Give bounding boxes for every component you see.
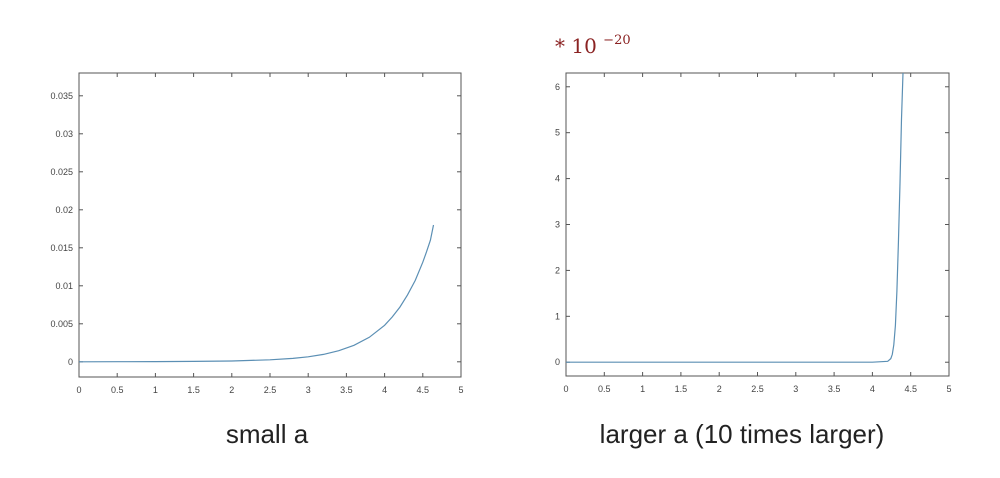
x-tick-label: 2 <box>717 384 722 394</box>
plot-area-frame <box>565 72 950 377</box>
y-tick-label: 1 <box>555 311 560 321</box>
x-tick-label: 3.5 <box>340 385 353 395</box>
y-tick-label: 0 <box>68 357 73 367</box>
x-tick-label: 1.5 <box>187 385 200 395</box>
x-tick-label: 3 <box>306 385 311 395</box>
chart-caption-larger-a: larger a (10 times larger) <box>600 419 885 449</box>
x-tick-label: 0 <box>76 385 81 395</box>
y-tick-label: 5 <box>555 128 560 138</box>
y-tick-label: 0.02 <box>55 205 73 215</box>
y-tick-label: 0.015 <box>50 243 73 253</box>
series-line <box>79 224 435 363</box>
y-tick-label: 4 <box>555 174 560 184</box>
y-tick-label: 0.025 <box>50 167 73 177</box>
x-tick-label: 5 <box>946 384 951 394</box>
y-axis-multiplier-exponent: −20 <box>603 33 630 48</box>
y-axis-multiplier: * 10 −20 <box>555 33 631 58</box>
x-tick-label: 2.5 <box>751 384 764 394</box>
y-tick-label: 0.03 <box>55 129 73 139</box>
x-tick-label: 4.5 <box>904 384 917 394</box>
x-tick-label: 0.5 <box>598 384 611 394</box>
series-line <box>566 73 904 363</box>
y-axis-multiplier-base: * 10 <box>555 34 597 58</box>
x-tick-label: 1 <box>153 385 158 395</box>
x-tick-label: 4 <box>870 384 875 394</box>
x-tick-label: 3 <box>793 384 798 394</box>
y-tick-label: 0.035 <box>50 91 73 101</box>
y-tick-label: 3 <box>555 220 560 230</box>
plot-area-frame <box>78 72 462 378</box>
x-tick-label: 0.5 <box>111 385 124 395</box>
x-tick-label: 0 <box>563 384 568 394</box>
y-tick-label: 0.005 <box>50 319 73 329</box>
x-tick-label: 2 <box>229 385 234 395</box>
chart-caption-small-a: small a <box>226 419 309 449</box>
x-tick-label: 4 <box>382 385 387 395</box>
y-tick-label: 0 <box>555 357 560 367</box>
chart-panel-larger-a: larger a (10 times larger) * 10 −20 0 0.5… <box>555 33 952 449</box>
x-tick-label: 3.5 <box>828 384 841 394</box>
y-tick-label: 0.01 <box>55 281 73 291</box>
x-tick-label: 5 <box>458 385 463 395</box>
chart-panel-small-a: small a 0 0.5 1 1.5 2 2.5 3 3.5 4 4.5 5 0 0.005 0.01 0… <box>50 72 464 449</box>
y-tick-label: 2 <box>555 265 560 275</box>
x-tick-label: 1 <box>640 384 645 394</box>
x-tick-label: 4.5 <box>417 385 430 395</box>
x-tick-label: 1.5 <box>675 384 688 394</box>
y-tick-label: 6 <box>555 82 560 92</box>
x-tick-label: 2.5 <box>264 385 277 395</box>
